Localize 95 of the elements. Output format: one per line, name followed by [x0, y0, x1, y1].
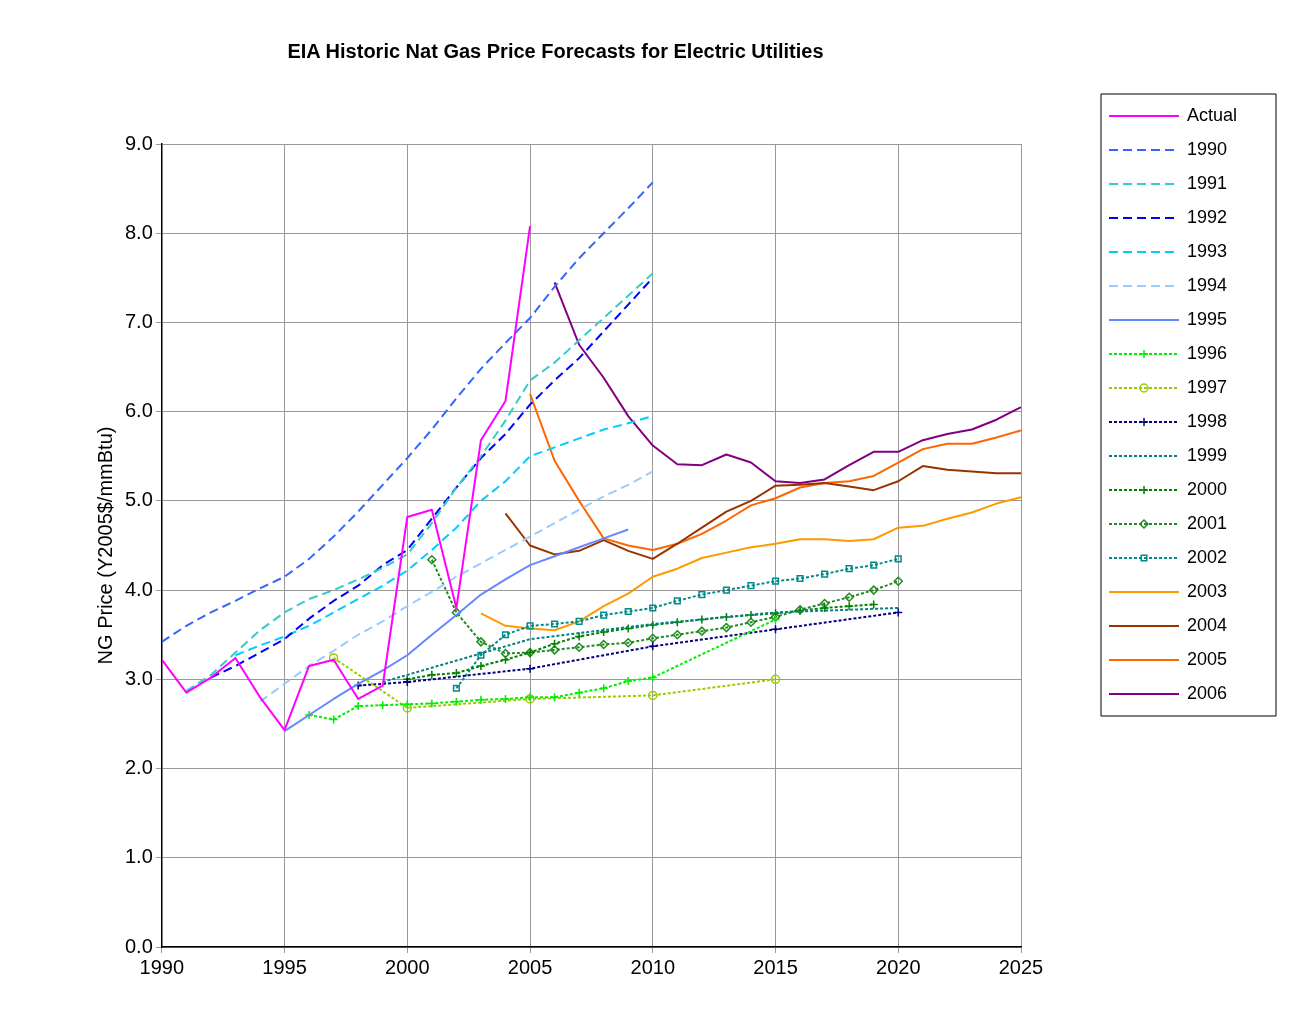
x-tick-label: 2020	[876, 955, 921, 978]
legend-label: 1995	[1187, 308, 1228, 329]
point	[648, 620, 658, 630]
point	[844, 601, 854, 611]
legend-label: 1999	[1187, 444, 1228, 465]
x-tick-label: 1995	[262, 955, 307, 978]
y-tick-label: 7.0	[124, 309, 153, 332]
x-tick-label: 1990	[139, 955, 185, 978]
point	[771, 577, 780, 585]
x-tick-label: 2015	[753, 955, 798, 978]
y-tick-label: 4.0	[124, 577, 153, 600]
legend-label: 2000	[1187, 478, 1228, 499]
point	[893, 576, 904, 586]
point	[574, 687, 584, 698]
legend-label: 1998	[1187, 410, 1228, 431]
x-tick-label: 2010	[630, 955, 676, 978]
point	[747, 582, 755, 590]
point	[868, 585, 879, 595]
point	[526, 622, 534, 630]
point	[551, 620, 559, 628]
point	[600, 611, 608, 619]
point	[623, 676, 633, 686]
line-series	[161, 181, 654, 643]
legend-label: 1992	[1187, 206, 1228, 227]
legend-label: 1993	[1187, 240, 1228, 261]
y-tick-label: 2.0	[124, 756, 153, 779]
point	[672, 629, 683, 640]
y-tick-label: 8.0	[124, 220, 153, 243]
point	[575, 617, 583, 625]
point	[452, 684, 460, 692]
point	[427, 698, 437, 709]
y-tick-label: 1.0	[124, 845, 153, 868]
point	[796, 574, 804, 583]
point	[574, 642, 584, 652]
point	[844, 592, 854, 602]
point	[500, 694, 511, 704]
legend-label: 2004	[1187, 614, 1228, 635]
point	[721, 622, 732, 633]
point	[451, 668, 462, 678]
point	[476, 637, 486, 647]
point	[500, 648, 511, 659]
point	[549, 692, 560, 702]
legend-label: 1996	[1187, 342, 1228, 363]
y-tick-label: 3.0	[124, 666, 153, 689]
point	[819, 598, 830, 609]
legend-label: 1994	[1187, 274, 1228, 295]
point	[698, 590, 706, 599]
legend-label: 1997	[1187, 376, 1228, 397]
point	[673, 597, 681, 605]
point	[648, 690, 658, 701]
point	[476, 695, 486, 705]
legend-label: 2001	[1187, 512, 1228, 533]
point	[746, 617, 756, 627]
y-tick-label: 5.0	[124, 488, 153, 511]
legend-label: 2005	[1187, 648, 1228, 669]
point	[819, 603, 830, 613]
point	[598, 639, 609, 650]
x-tick-label: 2000	[385, 955, 430, 978]
point	[845, 565, 853, 573]
point	[451, 607, 462, 618]
point	[623, 638, 633, 648]
point	[477, 651, 485, 659]
point	[402, 703, 413, 713]
point	[501, 631, 510, 639]
point	[648, 633, 658, 644]
point	[870, 561, 878, 569]
legend-label: 2003	[1187, 580, 1228, 601]
legend-label: 1991	[1187, 172, 1228, 193]
point	[821, 570, 829, 578]
point	[648, 641, 658, 652]
point	[525, 663, 535, 674]
point	[649, 604, 657, 612]
line-series	[259, 470, 654, 703]
point	[549, 645, 560, 655]
point	[894, 555, 902, 563]
chart-title: EIA Historic Nat Gas Price Forecasts for Electric Utilities	[287, 39, 824, 62]
x-tick-label: 2025	[998, 955, 1044, 978]
point	[427, 670, 437, 680]
point	[648, 672, 658, 683]
y-tick-label: 9.0	[124, 131, 153, 154]
point	[624, 607, 632, 616]
point	[427, 555, 437, 565]
point	[476, 661, 486, 671]
point	[770, 674, 781, 685]
point	[697, 626, 707, 636]
legend-label: Actual	[1187, 104, 1238, 125]
legend-label: 2002	[1187, 546, 1228, 567]
y-tick-label: 6.0	[124, 399, 153, 422]
x-tick-label: 2005	[507, 955, 553, 978]
legend-label: 1990	[1187, 138, 1228, 159]
y-axis-title: NG Price (Y2005$/mmBtu)	[93, 426, 116, 665]
point	[328, 653, 339, 663]
point	[722, 586, 730, 594]
y-tick-label: 0.0	[124, 934, 153, 957]
legend-label: 2006	[1187, 682, 1228, 703]
